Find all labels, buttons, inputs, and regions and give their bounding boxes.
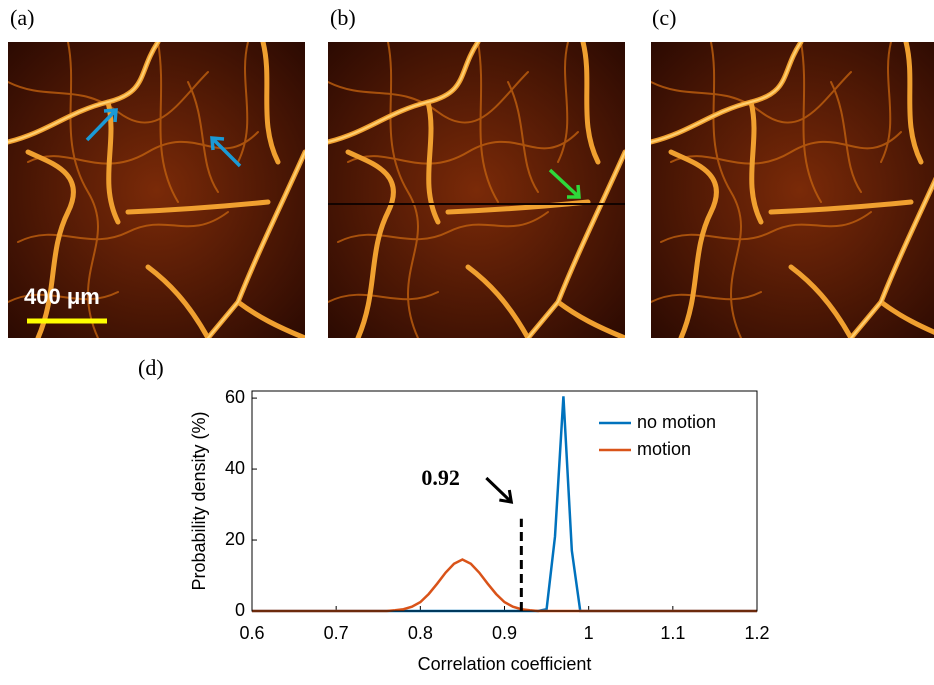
chart: 0.6 0.7 0.8 0.9 1 1.1 1.2 0 20 40 60 Correlation co… (189, 387, 770, 674)
legend-label: motion (637, 439, 691, 459)
y-axis-label: Probability density (%) (189, 411, 209, 590)
arrows (85, 108, 581, 199)
y-tick-label: 40 (225, 458, 245, 478)
image-panel-c (651, 42, 934, 338)
series-line (252, 558, 757, 613)
x-tick-label: 0.9 (492, 623, 517, 643)
y-tick-label: 60 (225, 387, 245, 407)
y-tick-label: 0 (235, 600, 245, 620)
x-axis-label: Correlation coefficient (418, 654, 592, 674)
y-tick-label: 20 (225, 529, 245, 549)
x-tick-label: 0.8 (408, 623, 433, 643)
plot-frame (251, 390, 758, 612)
scale-bar-label: 400 μm (24, 284, 100, 309)
x-tick-label: 0.7 (324, 623, 349, 643)
panel-label: (d) (138, 355, 164, 380)
threshold-arrow (485, 476, 514, 504)
threshold-label: 0.92 (421, 465, 460, 490)
panel-label: (c) (652, 5, 676, 30)
x-tick-label: 1.2 (744, 623, 769, 643)
x-tick-label: 1.1 (660, 623, 685, 643)
x-tick-label: 0.6 (239, 623, 264, 643)
panel-label: (b) (330, 5, 356, 30)
image-panel-b (328, 42, 625, 338)
x-tick-label: 1 (584, 623, 594, 643)
legend-label: no motion (637, 412, 716, 432)
panel-label: (a) (10, 5, 34, 30)
